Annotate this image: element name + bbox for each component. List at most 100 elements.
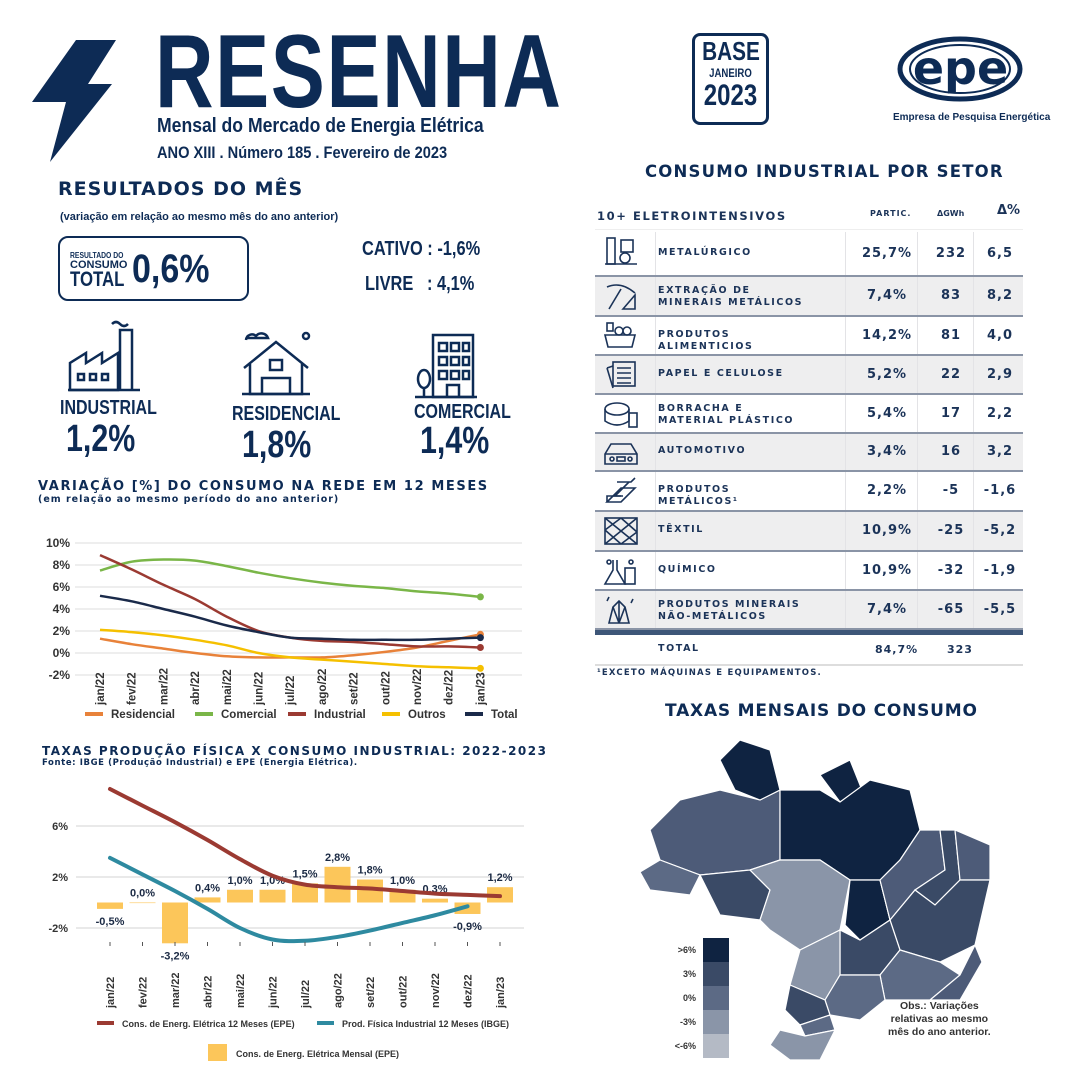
- table-row: TÊXTIL 10,9% -25 -5,2: [595, 512, 1023, 552]
- lightning-bolt-icon: [32, 40, 116, 162]
- table-row: PRODUTOS METÁLICOS¹ 2,2% -5 -1,6: [595, 472, 1023, 512]
- logo-text: epe: [912, 41, 1009, 95]
- legend-label: Cons. de Energ. Elétrica Mensal (EPE): [236, 1049, 399, 1059]
- x-tick-label: jan/22: [105, 977, 117, 1009]
- sector-title: CONSUMO INDUSTRIAL POR SETOR: [645, 162, 1004, 181]
- bar-data-label: 0,4%: [195, 882, 220, 894]
- x-tick-label: mai/22: [235, 974, 247, 1008]
- y-tick-label: 10%: [46, 536, 70, 550]
- sector-partic: 7,4%: [866, 601, 908, 617]
- sector-name: PRODUTOS MINERAIS NÃO-METÁLICOS: [658, 598, 801, 622]
- table-row: QUÍMICO 10,9% -32 -1,9: [595, 552, 1023, 591]
- bar: [422, 898, 448, 903]
- total-row-partic: 84,7%: [875, 643, 919, 656]
- paper-icon: [606, 361, 636, 389]
- results-note: (variação em relação ao mesmo mês do ano…: [60, 211, 339, 223]
- data-point: [476, 644, 484, 651]
- x-tick-label: out/22: [380, 671, 392, 705]
- table-row: PRODUTOS ALIMENTICIOS 14,2% 81 4,0: [595, 317, 1023, 356]
- col-header-gwh: ΔGWh: [937, 209, 965, 218]
- edition: ANO XIII . Número 185 . Fevereiro de 202…: [157, 143, 448, 162]
- x-tick-label: mar/22: [158, 668, 170, 705]
- base-month: JANEIRO: [709, 66, 752, 80]
- total-label: TOTAL: [70, 268, 125, 291]
- subtitle: Mensal do Mercado de Energia Elétrica: [157, 115, 484, 137]
- state-rs: [769, 1029, 837, 1061]
- sector-pct: 4,0: [986, 327, 1014, 343]
- sector-gwh: 22: [940, 366, 962, 382]
- legend-swatch: [703, 1034, 729, 1058]
- bar-data-label: 1,0%: [390, 875, 415, 887]
- food-icon: [603, 322, 637, 348]
- x-tick-label: out/22: [398, 976, 410, 1008]
- sector-gwh: -65: [937, 601, 965, 617]
- table-row: BORRACHA E MATERIAL PLÁSTICO 5,4% 17 2,2: [595, 395, 1023, 434]
- legend-label: >6%: [677, 945, 696, 955]
- x-tick-label: set/22: [365, 977, 377, 1008]
- bar-data-label: 1,2%: [487, 872, 512, 884]
- bar: [292, 883, 318, 903]
- table-row: PAPEL E CELULOSE 5,2% 22 2,9: [595, 356, 1023, 395]
- class-industrial-label: INDUSTRIAL: [60, 397, 157, 419]
- cativo-value: : -1,6%: [427, 238, 481, 260]
- x-tick-label: jan/22: [95, 672, 107, 706]
- pickaxe-icon: [606, 284, 636, 310]
- sector-gwh: -25: [937, 523, 965, 538]
- state-am: [649, 789, 781, 876]
- bar-data-label: -0,5%: [96, 916, 125, 928]
- map-obs-line2: relativas ao mesmo: [890, 1013, 989, 1025]
- rubber-icon: [604, 402, 638, 428]
- x-tick-label: set/22: [349, 672, 361, 705]
- bar-data-label: 1,0%: [227, 875, 252, 887]
- sector-gwh: -32: [937, 562, 965, 578]
- x-tick-label: jun/22: [254, 672, 266, 706]
- house-icon: [242, 331, 311, 396]
- production-vs-consumption-chart: 6% 2% -2% -0,5% 0,0% -3,2% 0,4% 1,0% 1,0% 1,5% 2,8…: [48, 787, 524, 1061]
- textile-icon: [604, 517, 638, 545]
- x-tick-label: abr/22: [190, 671, 202, 705]
- bar-data-label: 1,5%: [292, 868, 317, 880]
- col-header-partic: PARTIC.: [870, 209, 912, 218]
- legend-label: -3%: [679, 1017, 696, 1027]
- sector-partic: 5,4%: [866, 405, 908, 421]
- bar: [324, 866, 351, 903]
- sector-gwh: 17: [940, 405, 962, 421]
- sector-pct: 8,2: [986, 288, 1014, 303]
- state-ac: [639, 859, 701, 896]
- total-row-label: TOTAL: [658, 643, 700, 654]
- sector-name: METALÚRGICO: [658, 246, 752, 258]
- x-tick-label: dez/22: [463, 974, 475, 1008]
- state-rr: [719, 739, 781, 801]
- map-title: TAXAS MENSAIS DO CONSUMO: [665, 701, 978, 721]
- logo-caption: Empresa de Pesquisa Energética: [893, 112, 1051, 123]
- bar-data-label: 1,8%: [357, 865, 382, 877]
- y-tick-label: 4%: [53, 602, 71, 616]
- chemistry-icon: [603, 559, 636, 585]
- results-title: RESULTADOS DO MÊS: [58, 178, 304, 200]
- legend-label: Residencial: [111, 709, 175, 721]
- x-tick-label: dez/22: [444, 670, 456, 705]
- state-es-rj: [928, 943, 983, 1001]
- class-comercial-value: 1,4%: [420, 420, 490, 462]
- sector-name: PRODUTOS METÁLICOS¹: [658, 484, 739, 507]
- sector-name: PRODUTOS ALIMENTICIOS: [658, 328, 754, 352]
- total-result-box: RESULTADO DO CONSUMO TOTAL 0,6%: [58, 236, 249, 301]
- class-residencial-label: RESIDENCIAL: [232, 403, 341, 425]
- legend-swatch: [703, 962, 729, 986]
- legend-label: Outros: [408, 709, 446, 721]
- table-footnote: ¹EXCETO MÁQUINAS E EQUIPAMENTOS.: [597, 668, 822, 678]
- sector-partic: 2,2%: [866, 483, 908, 498]
- x-tick-label: mai/22: [222, 669, 234, 705]
- total-small2: CONSUMO: [70, 259, 128, 271]
- total-value: 0,6%: [132, 247, 210, 291]
- bar-data-label: -3,2%: [161, 950, 190, 962]
- bar-data-label: 2,8%: [325, 852, 350, 864]
- class-comercial-label: COMERCIAL: [414, 401, 511, 423]
- total-row-gwh: 323: [947, 643, 973, 656]
- col-header-name: 10+ ELETROINTENSIVOS: [597, 209, 787, 223]
- sector-pct: 2,2: [986, 405, 1014, 421]
- sector-pct: -1,9: [983, 562, 1017, 578]
- sector-pct: -1,6: [983, 483, 1017, 498]
- sector-gwh: 16: [940, 444, 962, 459]
- bar-data-label: -0,9%: [453, 921, 482, 933]
